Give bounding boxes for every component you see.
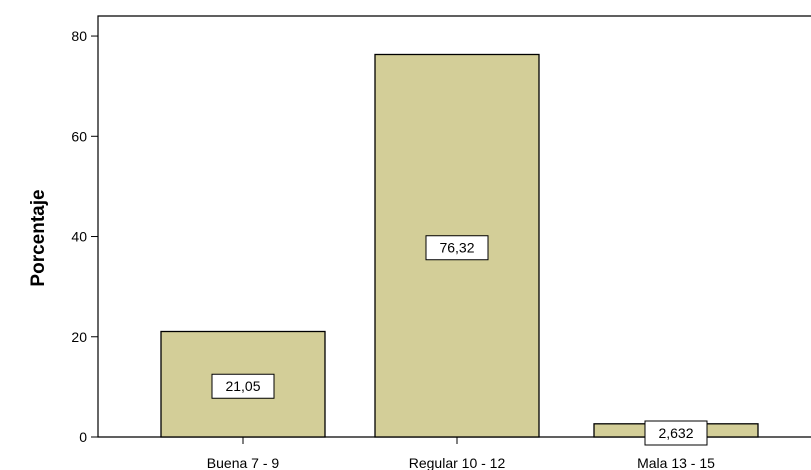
x-tick-label: Mala 13 - 15 xyxy=(637,455,715,470)
data-label: 2,632 xyxy=(658,425,693,441)
x-tick-label: Buena 7 - 9 xyxy=(207,455,280,470)
data-label: 21,05 xyxy=(225,378,260,394)
data-label-box xyxy=(644,420,708,446)
data-label-box xyxy=(425,235,489,261)
y-tick-label: 40 xyxy=(71,229,87,245)
y-tick-label: 20 xyxy=(71,329,87,345)
plot-area: 0 20 40 60 80 Buena 7 - 9 21,05 Regular 10 - 12… xyxy=(71,15,811,470)
data-label: 76,32 xyxy=(439,240,474,256)
y-tick-label: 80 xyxy=(71,28,87,44)
y-axis-label: Porcentaje xyxy=(28,189,49,286)
y-tick-label: 60 xyxy=(71,128,87,144)
data-label-box xyxy=(211,373,275,399)
y-tick-label: 0 xyxy=(79,429,87,445)
x-tick-label: Regular 10 - 12 xyxy=(409,455,506,470)
